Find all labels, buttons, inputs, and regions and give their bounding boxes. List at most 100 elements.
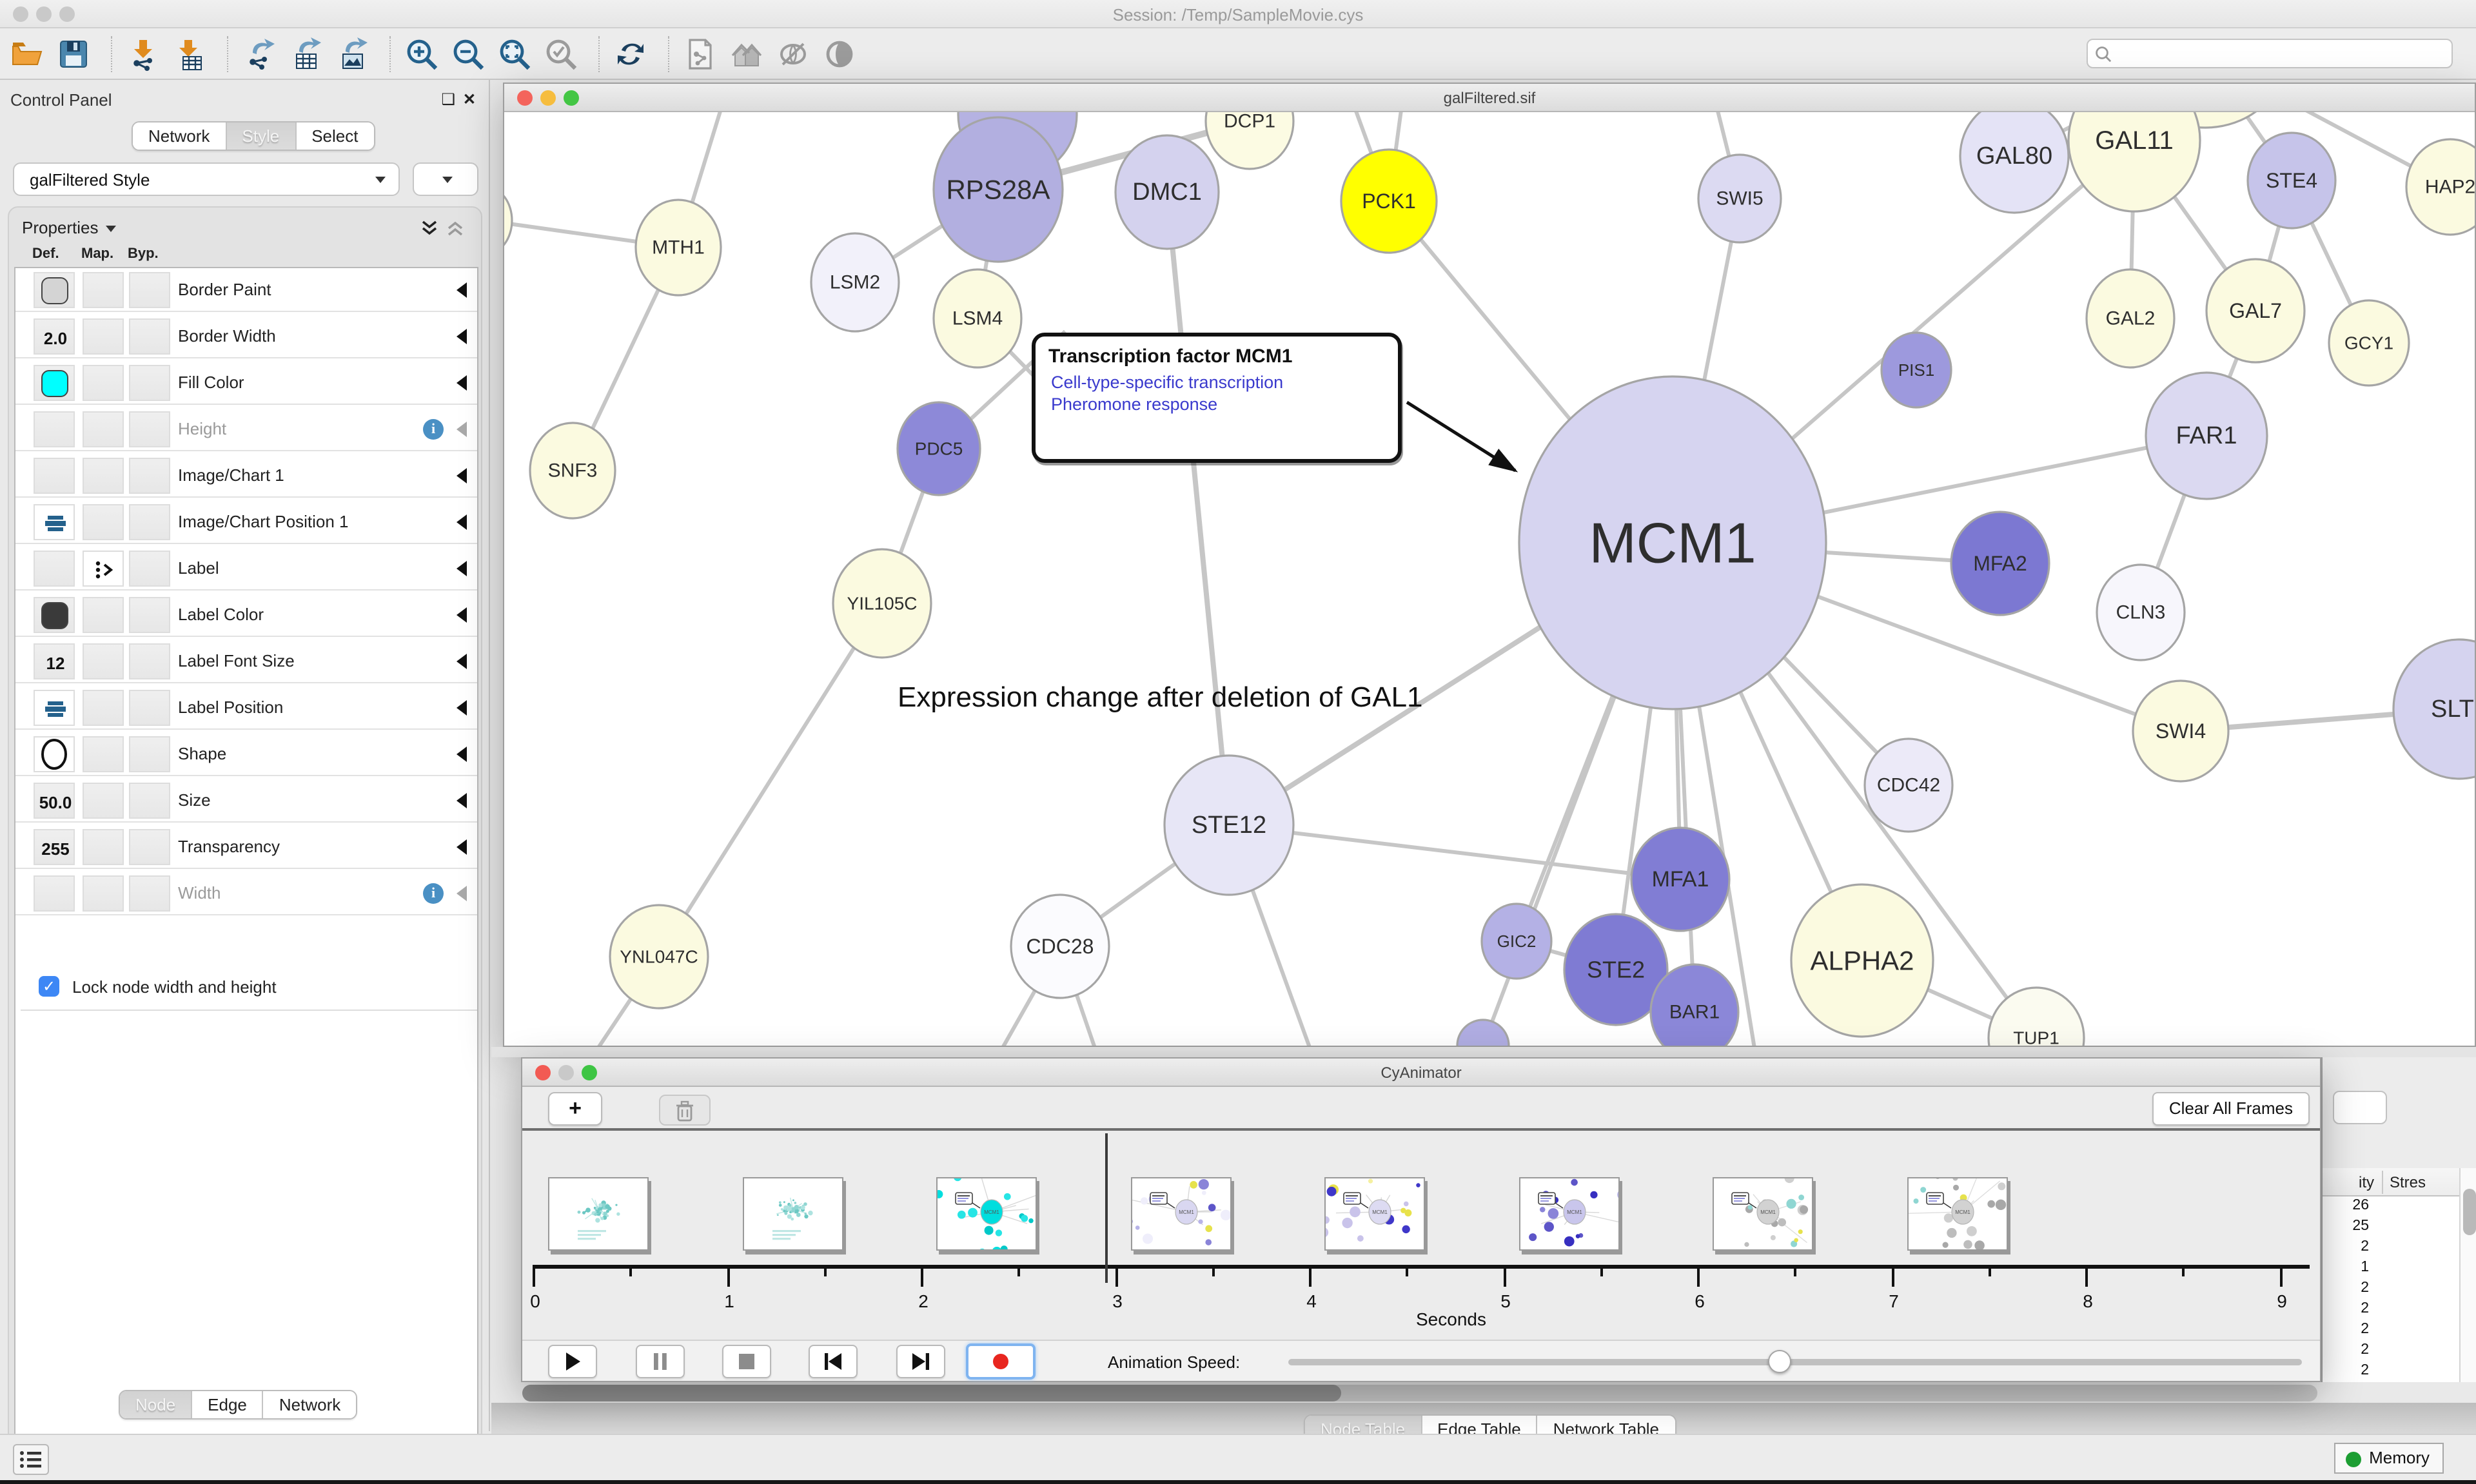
gallery-icon[interactable] <box>730 37 763 71</box>
network-node-CDC28[interactable] <box>1010 893 1110 999</box>
network-node-DCP1[interactable] <box>1204 112 1295 170</box>
network-edge[interactable] <box>1164 191 1232 826</box>
skip-end-button[interactable] <box>896 1345 945 1378</box>
network-node-GCY1[interactable] <box>2328 299 2410 387</box>
network-node-LEFT1[interactable] <box>504 187 513 254</box>
expand-row-icon[interactable] <box>457 747 467 762</box>
network-node-PIS1[interactable] <box>1880 331 1952 409</box>
tab-edge[interactable]: Edge <box>192 1391 264 1418</box>
table-hscrollbar-thumb[interactable] <box>522 1385 1341 1401</box>
property-cell[interactable] <box>83 875 124 912</box>
property-cell[interactable] <box>83 365 124 401</box>
slider-thumb[interactable] <box>1768 1350 1791 1373</box>
network-node-HAP2[interactable] <box>2405 138 2475 236</box>
close-window-icon[interactable] <box>517 90 533 106</box>
property-cell[interactable] <box>129 783 170 819</box>
maximize-window-icon[interactable] <box>59 6 75 22</box>
timeline-frame-6[interactable]: MCM1 <box>1713 1173 1836 1251</box>
zoom-fit-icon[interactable] <box>498 37 531 71</box>
property-cell[interactable] <box>129 829 170 865</box>
network-node-SWI5[interactable] <box>1697 153 1782 244</box>
property-row-transparency[interactable]: 255 Transparency <box>15 825 477 869</box>
checkbox-checked-icon[interactable]: ✓ <box>39 976 59 997</box>
property-cell[interactable] <box>34 411 75 447</box>
property-cell[interactable] <box>34 551 75 587</box>
property-cell[interactable] <box>34 736 75 772</box>
table-row[interactable]: 2 <box>2323 1238 2459 1258</box>
search-field[interactable] <box>2087 39 2453 68</box>
network-window-titlebar[interactable]: galFiltered.sif <box>504 84 2475 112</box>
property-cell[interactable] <box>83 504 124 540</box>
property-cell[interactable] <box>34 504 75 540</box>
network-node-TUP1[interactable] <box>1987 986 2085 1046</box>
style-selector-dropdown[interactable]: galFiltered Style <box>13 162 400 196</box>
property-row-width[interactable]: Width i <box>15 872 477 915</box>
table-row[interactable]: 1 <box>2323 1258 2459 1279</box>
property-cell[interactable] <box>129 458 170 494</box>
property-row-height[interactable]: Height i <box>15 407 477 451</box>
export-table-icon[interactable] <box>289 37 322 71</box>
save-icon[interactable] <box>57 37 90 71</box>
zoom-selected-icon[interactable] <box>544 37 578 71</box>
close-panel-icon[interactable]: ✕ <box>462 90 476 108</box>
play-button[interactable] <box>548 1345 597 1378</box>
network-edge[interactable] <box>2205 112 2451 189</box>
timeline-frame-3[interactable]: MCM1 <box>1124 1177 1257 1251</box>
show-panels-button[interactable] <box>13 1444 49 1475</box>
property-row-border-width[interactable]: 2.0 Border Width <box>15 315 477 358</box>
expand-row-icon[interactable] <box>457 886 467 901</box>
expand-row-icon[interactable] <box>457 329 467 344</box>
table-toolbar-button[interactable] <box>2333 1091 2387 1124</box>
table-row[interactable]: 2 <box>2323 1279 2459 1300</box>
network-edge[interactable] <box>657 602 884 958</box>
close-window-icon[interactable] <box>535 1065 551 1080</box>
table-scrollbar[interactable] <box>2459 1168 2476 1382</box>
cyanimator-titlebar[interactable]: CyAnimator <box>522 1059 2320 1087</box>
network-node-GAL7[interactable] <box>2205 258 2306 364</box>
properties-header[interactable]: Properties <box>22 218 117 237</box>
minimize-window-icon[interactable] <box>36 6 52 22</box>
property-cell[interactable]: 12 <box>34 643 75 679</box>
timeline-playhead[interactable] <box>1105 1133 1107 1283</box>
import-table-icon[interactable] <box>173 37 206 71</box>
export-network-icon[interactable] <box>242 37 276 71</box>
tab-select[interactable]: Select <box>296 122 374 150</box>
property-cell[interactable] <box>34 690 75 726</box>
property-cell[interactable] <box>129 597 170 633</box>
property-cell[interactable] <box>129 736 170 772</box>
expand-row-icon[interactable] <box>457 282 467 298</box>
network-node-FAR1[interactable] <box>2145 371 2268 500</box>
export-image-icon[interactable] <box>335 37 369 71</box>
table-row[interactable]: 2 <box>2323 1320 2459 1341</box>
timeline-frame-4[interactable]: MCM1 <box>1318 1169 1425 1251</box>
search-input[interactable] <box>2116 41 2445 66</box>
property-cell[interactable] <box>129 643 170 679</box>
property-row-label-position[interactable]: Label Position <box>15 686 477 730</box>
table-column-headers[interactable]: ity Stres <box>2323 1168 2459 1196</box>
open-icon[interactable] <box>10 37 44 71</box>
property-cell[interactable] <box>129 875 170 912</box>
property-cell[interactable] <box>129 504 170 540</box>
network-node-PCK1[interactable] <box>1340 148 1438 254</box>
network-node-DMC1[interactable] <box>1114 134 1220 250</box>
table-row[interactable]: 2 <box>2323 1341 2459 1362</box>
expand-row-icon[interactable] <box>457 375 467 391</box>
expand-row-icon[interactable] <box>457 654 467 669</box>
tab-node[interactable]: Node <box>120 1391 193 1418</box>
property-row-shape[interactable]: Shape <box>15 732 477 776</box>
expand-row-icon[interactable] <box>457 793 467 808</box>
hide-panel-icon[interactable] <box>776 37 810 71</box>
lock-node-size-row[interactable]: ✓ Lock node width and height <box>21 964 477 1011</box>
property-cell[interactable] <box>83 318 124 355</box>
expand-row-icon[interactable] <box>457 839 467 855</box>
property-cell[interactable] <box>83 411 124 447</box>
network-canvas[interactable]: DCP1 RPS28A DMC1 PCK1 SWI5 GAL80 GAL11 STE4 HAP2… <box>504 112 2475 1046</box>
property-row-border-paint[interactable]: Border Paint <box>15 268 477 312</box>
property-cell[interactable] <box>129 551 170 587</box>
tab-style[interactable]: Style <box>226 122 297 150</box>
pause-button[interactable] <box>636 1345 685 1378</box>
expand-row-icon[interactable] <box>457 422 467 437</box>
timeline-frame-7[interactable]: MCM1 <box>1902 1173 2023 1251</box>
network-node-STE2[interactable] <box>1563 913 1669 1026</box>
timeline[interactable]: MCM1 MCM1 MCM1 MCM1 MCM1 MCM1 0 1 2 3 4 5 6 7 8 9 Seco… <box>522 1133 2320 1340</box>
